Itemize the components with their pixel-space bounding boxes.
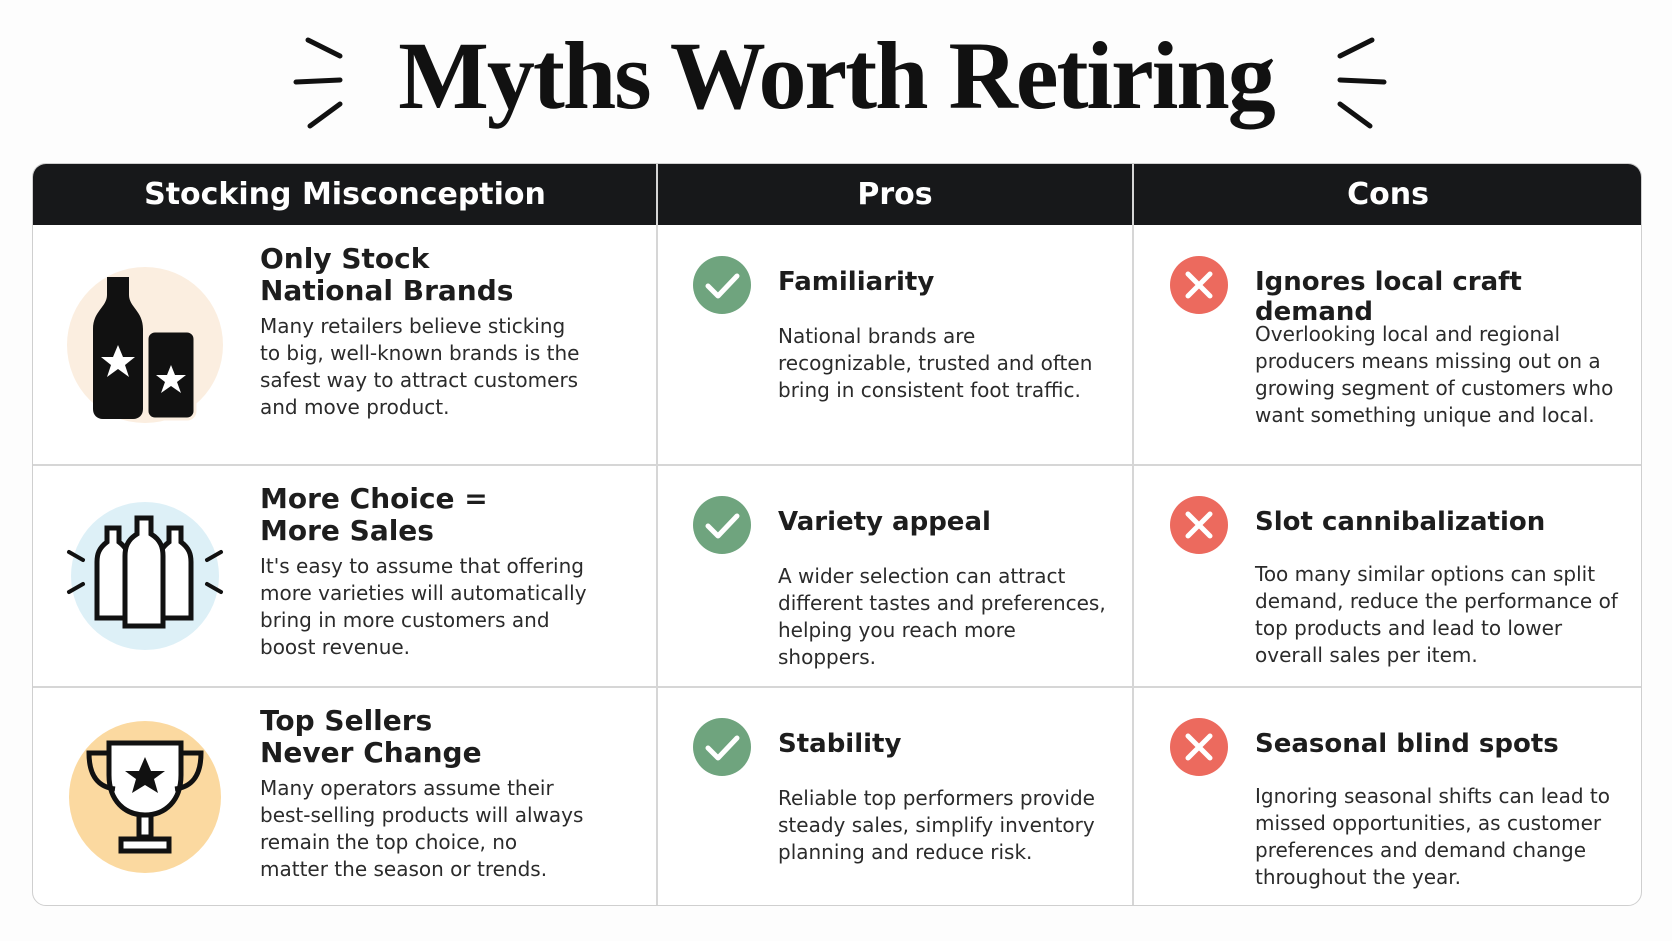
column-header: Cons — [1347, 177, 1429, 212]
myth-title: Top Sellers Never Change — [260, 704, 482, 769]
divider — [1132, 164, 1134, 905]
pro-title: Familiarity — [778, 267, 935, 297]
divider — [33, 464, 1641, 466]
myth-cell: More Choice = More Sales It's easy to ass… — [33, 465, 656, 687]
con-description: Overlooking local and regional producers… — [1255, 322, 1614, 427]
column-header: Pros — [857, 177, 933, 212]
pro-title: Variety appeal — [778, 507, 991, 537]
myth-cell: Top Sellers Never Change Many operators a… — [33, 687, 656, 905]
icon — [1169, 495, 1229, 555]
con-description: Too many similar options can split deman… — [1255, 562, 1618, 667]
myth-description: Many operators assume their best-selling… — [260, 776, 584, 881]
page-title: Myths Worth Retiring — [398, 22, 1276, 129]
myth-cell: Only Stock National Brands Many retailers… — [33, 225, 656, 465]
icon — [692, 255, 752, 315]
icon — [65, 496, 225, 656]
con-title: Seasonal blind spots — [1255, 729, 1559, 759]
column-header: Stocking Misconception — [144, 177, 546, 212]
myth-description: It's easy to assume that offering more v… — [260, 554, 587, 659]
icon — [65, 265, 225, 425]
pro-title: Stability — [778, 729, 902, 759]
con-cell: Slot cannibalization Too many similar opt… — [1133, 465, 1641, 687]
con-title: Slot cannibalization — [1255, 507, 1546, 537]
myth-title: Only Stock National Brands — [260, 242, 514, 307]
con-description: Ignoring seasonal shifts can lead to mis… — [1255, 784, 1610, 889]
pro-cell: Variety appeal A wider selection can attr… — [657, 465, 1132, 687]
icon — [65, 717, 225, 877]
myth-title: More Choice = More Sales — [260, 482, 488, 547]
pro-description: Reliable top performers provide steady s… — [778, 786, 1095, 864]
con-cell: Ignores local craft demand Overlooking lo… — [1133, 225, 1641, 465]
con-title: Ignores local craft demand — [1255, 267, 1522, 327]
pro-cell: Stability Reliable top performers provide… — [657, 687, 1132, 905]
con-cell: Seasonal blind spots Ignoring seasonal sh… — [1133, 687, 1641, 905]
pro-description: A wider selection can attract different … — [778, 564, 1106, 669]
icon — [1169, 717, 1229, 777]
myth-description: Many retailers believe sticking to big, … — [260, 314, 580, 419]
divider — [656, 164, 658, 905]
title-decoration — [1337, 37, 1387, 129]
table-header: Stocking Misconception Pros Cons — [33, 164, 1641, 225]
icon — [692, 717, 752, 777]
title-decoration — [293, 37, 343, 129]
pro-cell: Familiarity National brands are recogniza… — [657, 225, 1132, 465]
comparison-table: Stocking Misconception Pros Cons Only St… — [32, 163, 1642, 906]
pro-description: National brands are recognizable, truste… — [778, 324, 1093, 402]
icon — [692, 495, 752, 555]
icon — [1169, 255, 1229, 315]
divider — [33, 686, 1641, 688]
